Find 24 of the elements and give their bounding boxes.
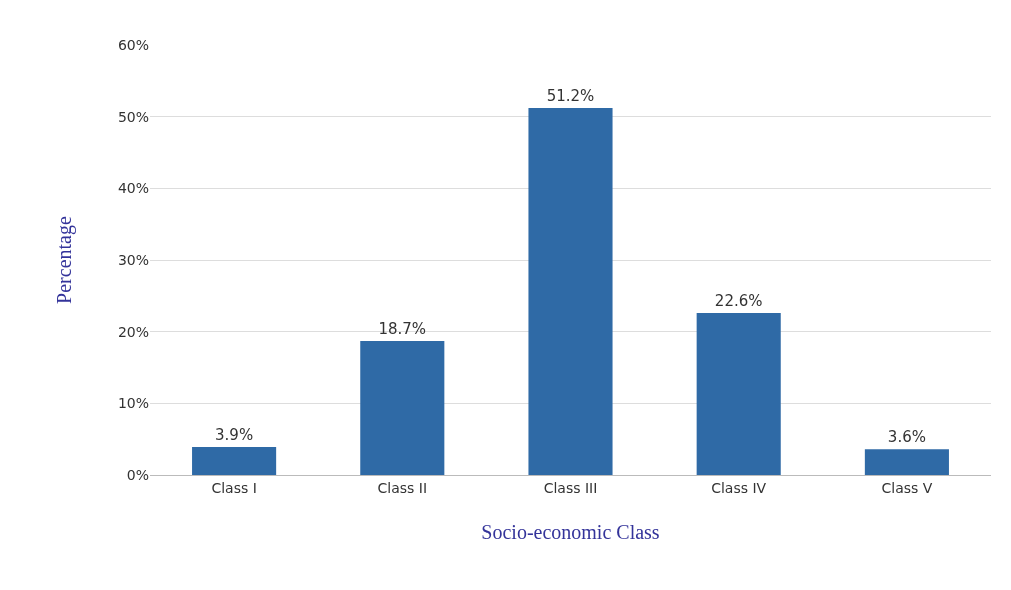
data-label: 3.6% — [887, 428, 926, 447]
data-label: 18.7% — [378, 319, 427, 338]
x-tick-label: Class IV — [711, 479, 767, 496]
y-tick-label: 60% — [117, 36, 149, 53]
y-tick-label: 50% — [117, 108, 149, 125]
y-tick-label: 10% — [117, 395, 149, 412]
x-tick-label: Class I — [211, 479, 257, 496]
data-label: 3.9% — [215, 426, 254, 445]
y-tick-label: 20% — [117, 323, 149, 340]
x-tick-label: Class III — [543, 479, 598, 496]
bar — [696, 313, 781, 475]
data-label: 22.6% — [714, 292, 763, 311]
x-axis-title: Socio-economic Class — [481, 521, 660, 544]
x-tick-label: Class V — [881, 479, 933, 496]
y-axis-title: Percentage — [53, 216, 77, 304]
bar — [360, 340, 445, 475]
x-tick-label: Class II — [377, 479, 428, 496]
bar — [864, 449, 949, 475]
data-label: 51.2% — [546, 87, 595, 106]
bar — [528, 108, 613, 475]
y-tick-label: 40% — [117, 180, 149, 197]
y-tick-label: 0% — [126, 466, 149, 483]
bar — [192, 447, 277, 475]
y-tick-label: 30% — [117, 251, 149, 268]
